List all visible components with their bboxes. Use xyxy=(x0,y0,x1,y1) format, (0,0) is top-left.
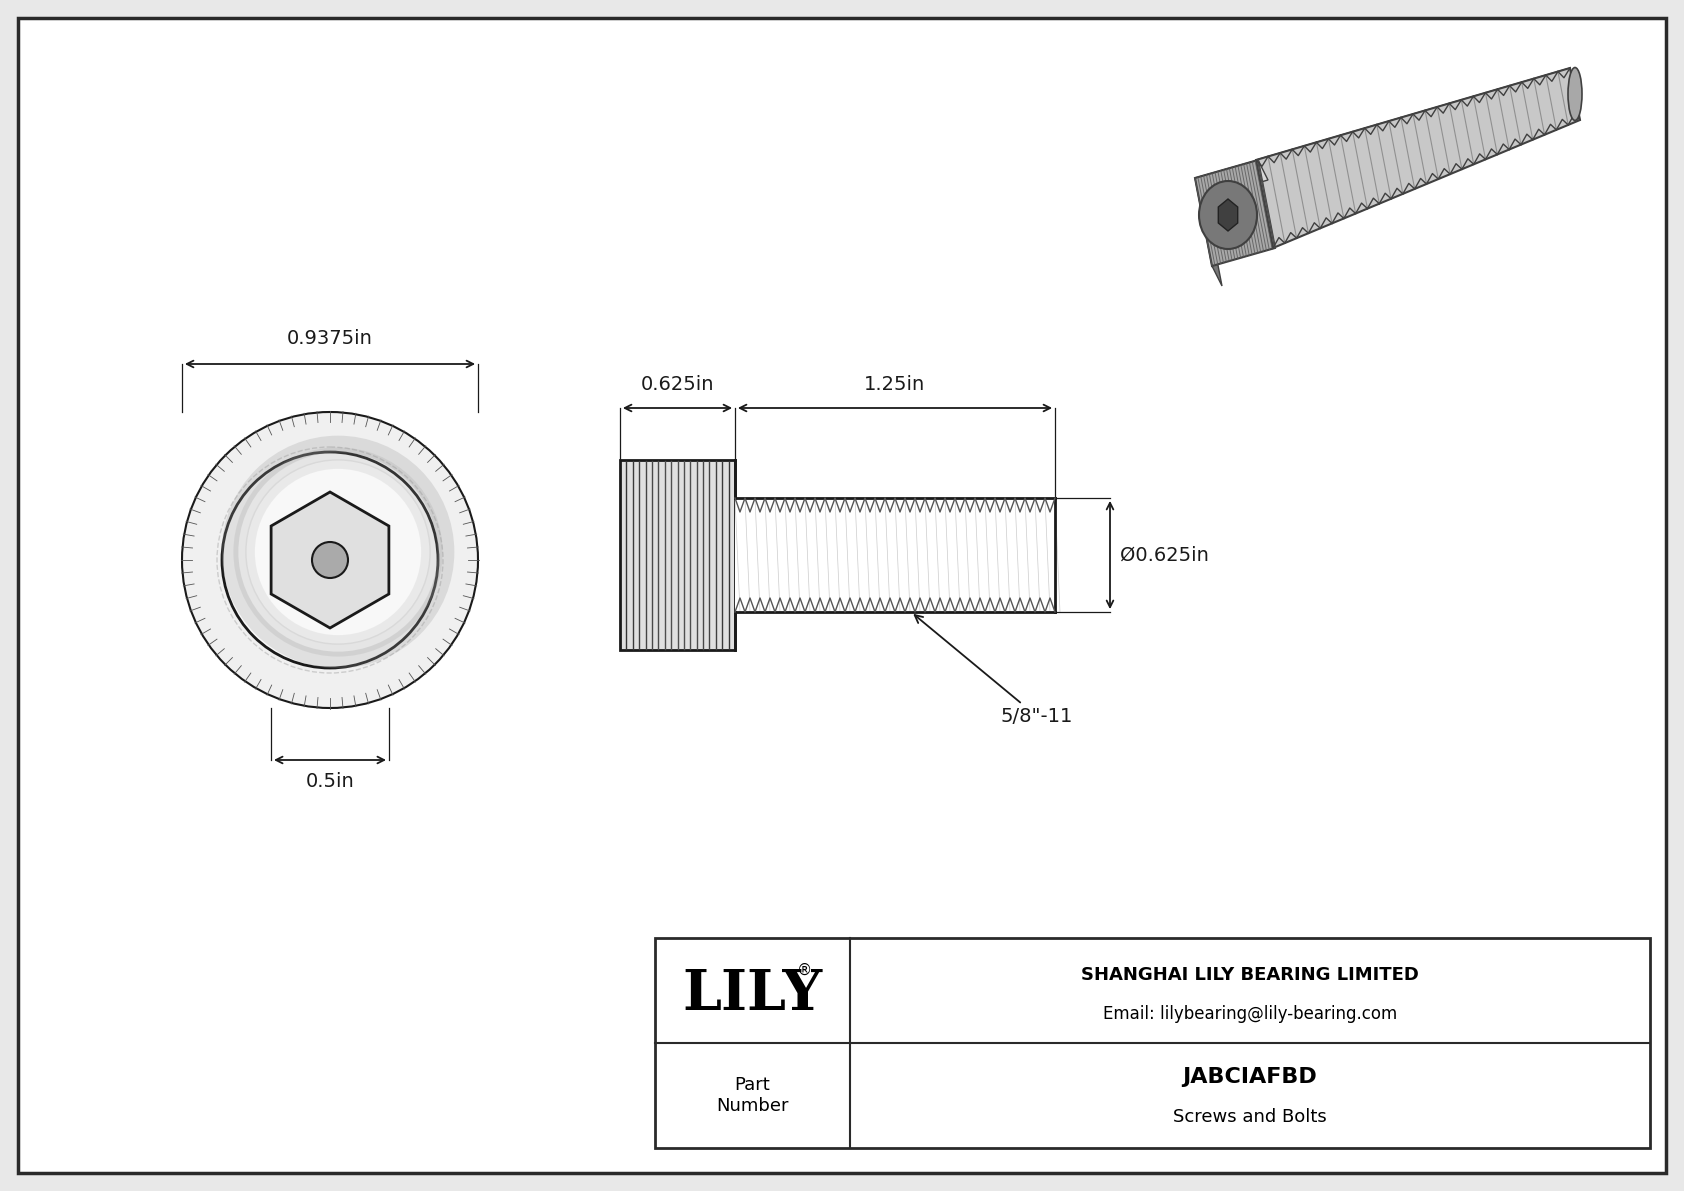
Text: LILY: LILY xyxy=(682,967,822,1022)
Text: Ø0.625in: Ø0.625in xyxy=(1120,545,1209,565)
Text: Email: lilybearing@lily-bearing.com: Email: lilybearing@lily-bearing.com xyxy=(1103,1004,1398,1023)
Text: ®: ® xyxy=(797,964,812,978)
Polygon shape xyxy=(1196,160,1268,198)
Bar xyxy=(655,939,1650,1148)
Polygon shape xyxy=(1256,68,1580,248)
Ellipse shape xyxy=(1199,181,1256,249)
Polygon shape xyxy=(271,492,389,628)
Text: Part
Number: Part Number xyxy=(716,1077,788,1115)
Polygon shape xyxy=(1196,160,1275,266)
Circle shape xyxy=(312,542,349,578)
Polygon shape xyxy=(1196,177,1223,286)
Circle shape xyxy=(222,453,438,668)
Ellipse shape xyxy=(1568,68,1581,120)
Text: JABCIAFBD: JABCIAFBD xyxy=(1182,1067,1317,1086)
Text: 0.9375in: 0.9375in xyxy=(286,329,372,348)
Bar xyxy=(734,498,1054,613)
Text: 0.625in: 0.625in xyxy=(640,375,714,394)
Bar xyxy=(620,460,734,650)
Circle shape xyxy=(182,412,478,707)
Text: 1.25in: 1.25in xyxy=(864,375,926,394)
Text: 0.5in: 0.5in xyxy=(305,772,354,791)
Text: 5/8"-11: 5/8"-11 xyxy=(914,615,1073,727)
Text: Screws and Bolts: Screws and Bolts xyxy=(1174,1108,1327,1125)
Text: SHANGHAI LILY BEARING LIMITED: SHANGHAI LILY BEARING LIMITED xyxy=(1081,966,1420,984)
Polygon shape xyxy=(1251,68,1569,175)
Polygon shape xyxy=(1218,199,1238,231)
